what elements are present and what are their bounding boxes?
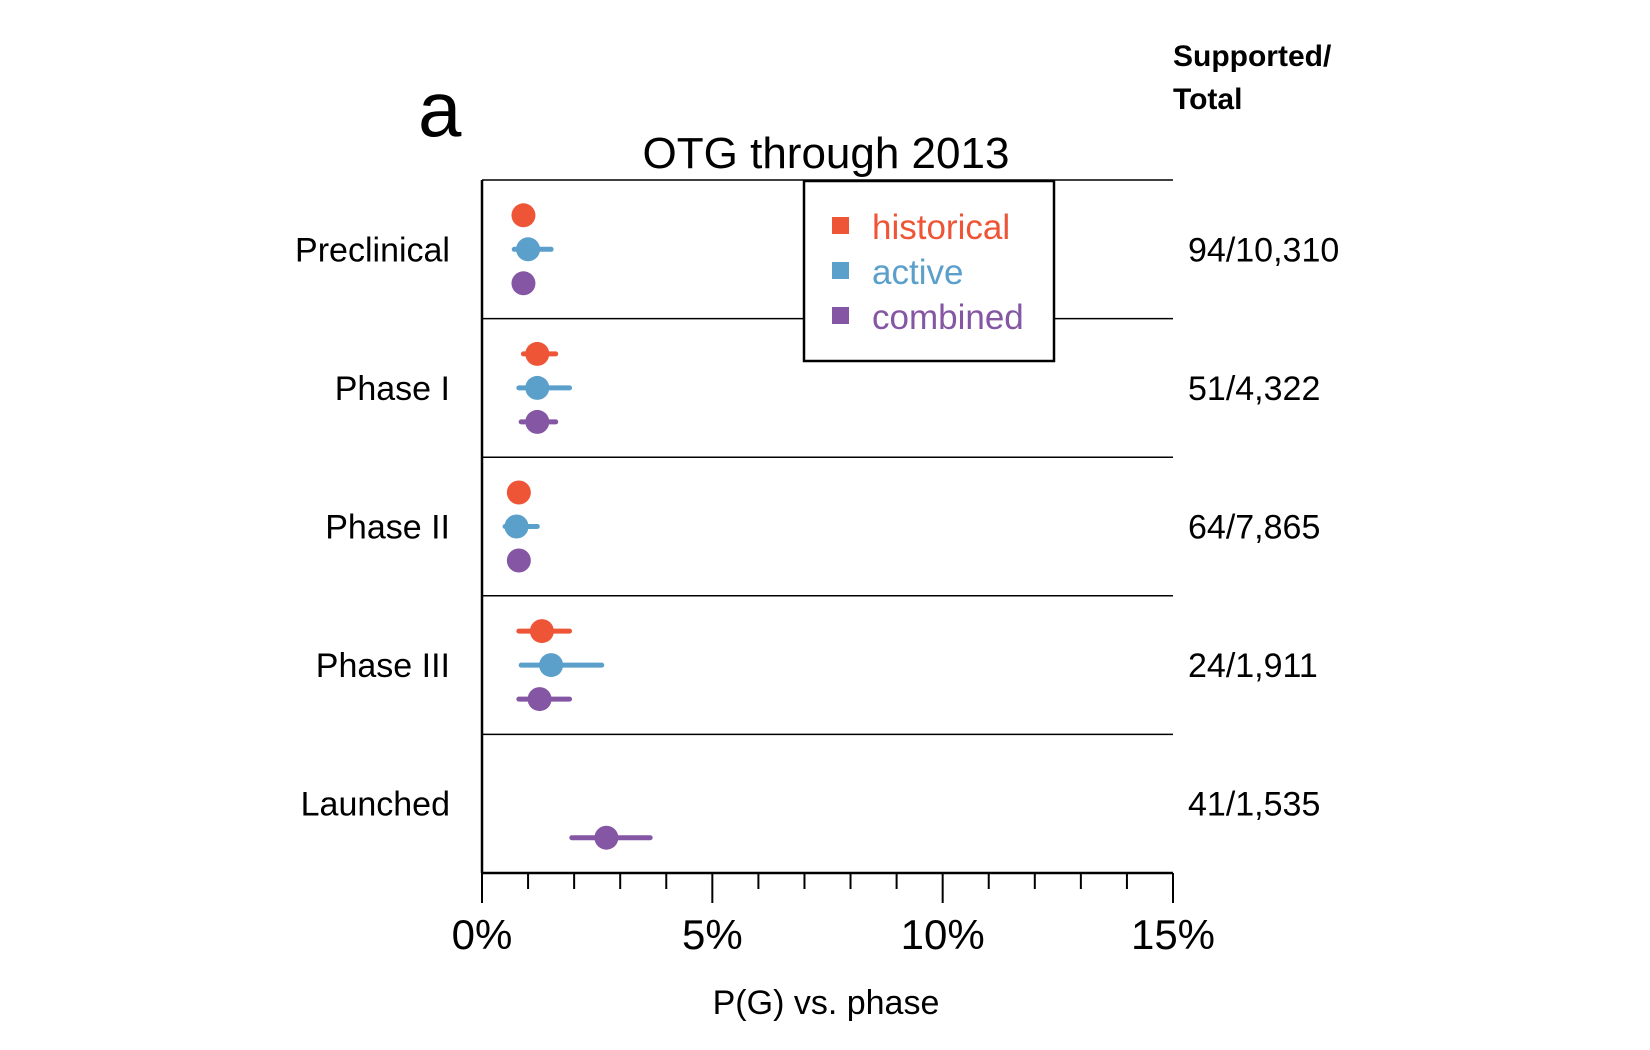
axes	[480, 180, 1173, 875]
count-label: 64/7,865	[1188, 509, 1320, 547]
active-point	[504, 514, 529, 539]
count-header-line2: Total	[1173, 83, 1242, 116]
combined-point	[511, 271, 536, 296]
combined-point	[527, 687, 552, 712]
category-label: Phase I	[335, 370, 450, 408]
combined-point	[506, 548, 531, 573]
count-header-line1: Supported/	[1173, 40, 1332, 73]
historical-point	[511, 203, 536, 228]
count-label: 24/1,911	[1188, 647, 1318, 685]
count-labels: 94/10,310 51/4,322 64/7,865 24/1,911 41/1,53…	[1188, 231, 1339, 823]
combined-point	[594, 825, 619, 850]
category-label: Phase II	[325, 509, 450, 547]
category-label: Launched	[301, 786, 450, 824]
legend-swatch-combined	[832, 307, 849, 324]
x-tick-label: 0%	[452, 911, 513, 958]
x-tick-label: 10%	[901, 911, 985, 958]
category-label: Phase III	[316, 647, 450, 685]
legend: historical active combined	[802, 179, 1056, 363]
panel-letter: a	[418, 65, 462, 153]
active-point	[539, 653, 564, 678]
x-axis-ticks: 0% 5% 10% 15%	[452, 873, 1215, 958]
legend-label-active: active	[872, 253, 963, 292]
historical-point	[506, 480, 531, 505]
x-axis-label: P(G) vs. phase	[713, 984, 940, 1022]
legend-swatch-historical	[832, 217, 849, 234]
x-tick-label: 15%	[1131, 911, 1215, 958]
legend-label-combined: combined	[872, 298, 1024, 337]
count-label: 41/1,535	[1188, 786, 1320, 824]
legend-label-historical: historical	[872, 208, 1010, 247]
category-label: Preclinical	[295, 231, 450, 269]
historical-point	[525, 341, 550, 366]
data-marks	[502, 203, 653, 850]
chart-title: OTG through 2013	[643, 129, 1010, 178]
active-point	[516, 237, 541, 262]
legend-swatch-active	[832, 262, 849, 279]
category-labels: Preclinical Phase I Phase II Phase III Launc…	[295, 231, 450, 823]
count-label: 51/4,322	[1188, 370, 1320, 408]
combined-point	[525, 409, 550, 434]
count-label: 94/10,310	[1188, 231, 1339, 269]
active-point	[525, 375, 550, 400]
row-separators	[482, 179, 1173, 736]
historical-point	[529, 619, 554, 644]
x-tick-label: 5%	[682, 911, 743, 958]
